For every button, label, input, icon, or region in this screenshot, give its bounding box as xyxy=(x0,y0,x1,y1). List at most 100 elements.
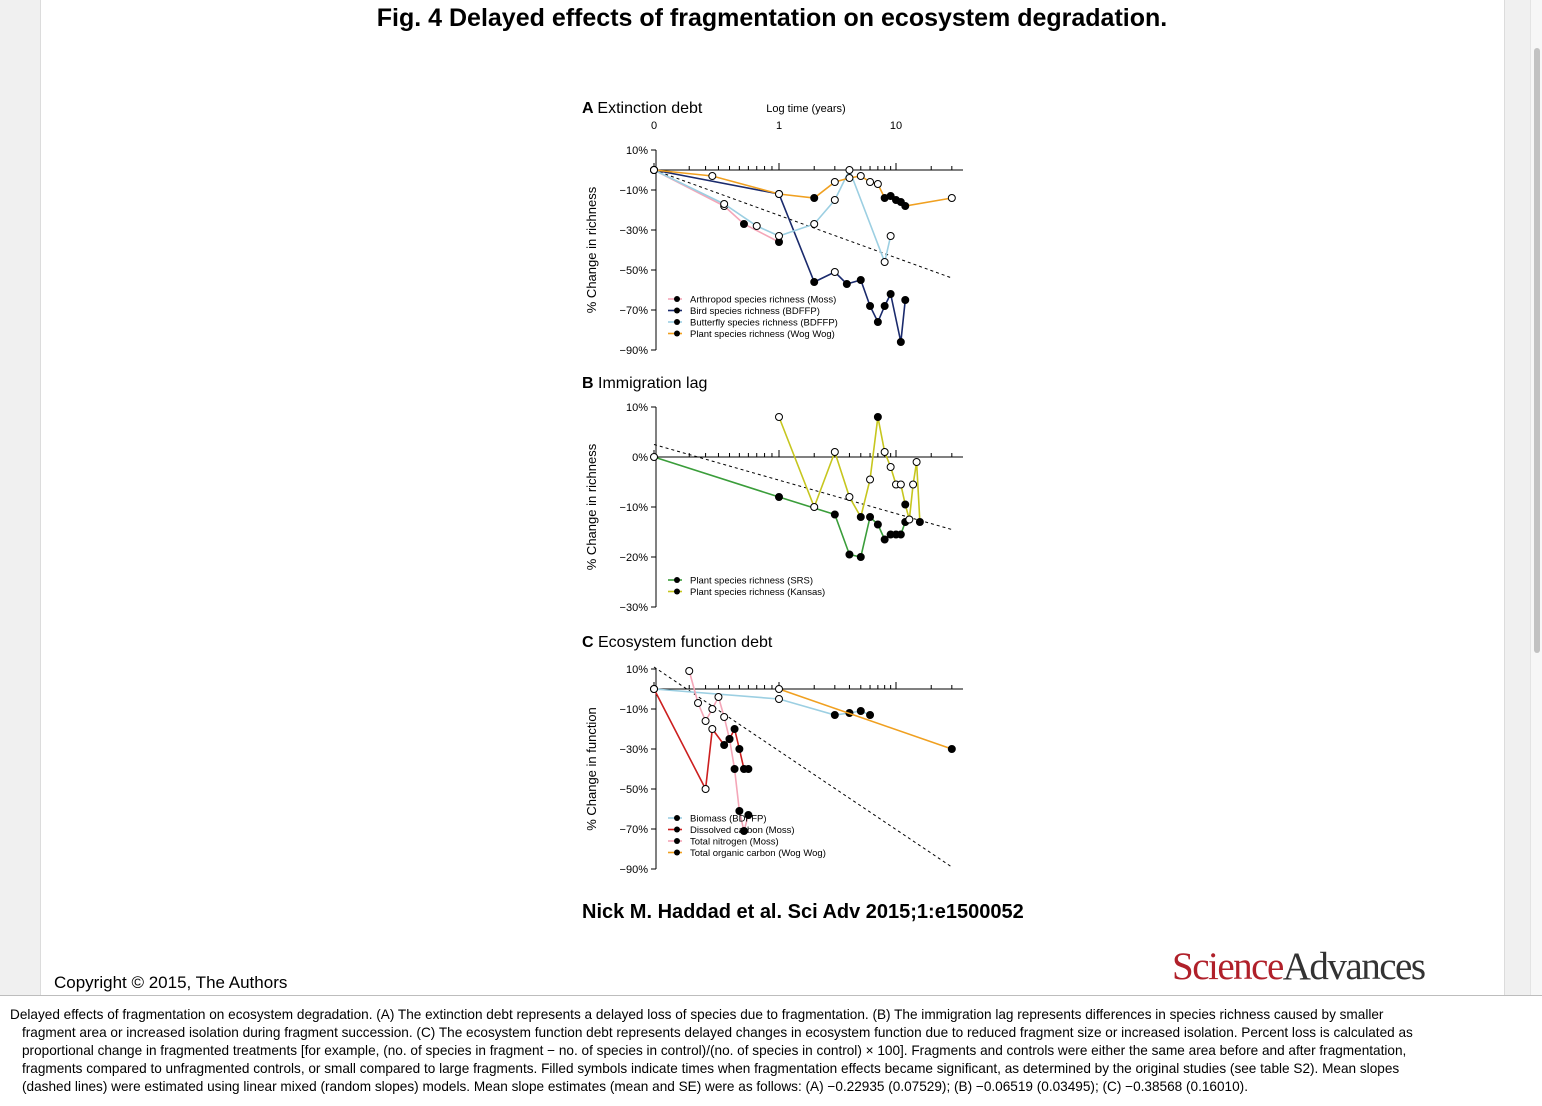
x-tick-label: 1 xyxy=(776,120,782,132)
y-tick-label: −30% xyxy=(620,225,649,237)
data-point xyxy=(886,232,895,240)
y-tick-label: −70% xyxy=(620,824,649,836)
data-point xyxy=(856,172,865,180)
data-point xyxy=(845,550,854,559)
data-point xyxy=(810,278,819,286)
y-tick-label: −90% xyxy=(620,864,649,876)
data-point xyxy=(730,765,739,773)
x-tick-label: 10 xyxy=(890,120,902,132)
data-point xyxy=(650,685,658,693)
data-point xyxy=(708,172,717,180)
data-point xyxy=(701,717,710,725)
data-point xyxy=(880,258,889,266)
data-point xyxy=(810,194,819,202)
legend-label: Total organic carbon (Wog Wog) xyxy=(690,848,826,859)
legend-marker xyxy=(674,849,680,856)
data-point xyxy=(830,711,839,719)
y-tick-label: −70% xyxy=(620,305,649,317)
series-line xyxy=(653,169,952,207)
y-axis-label: % Change in richness xyxy=(584,443,599,570)
legend-marker xyxy=(674,296,680,302)
y-axis-label: % Change in richness xyxy=(584,186,599,313)
data-point xyxy=(752,222,761,230)
data-point xyxy=(739,827,748,835)
mean-slope-line xyxy=(653,444,952,530)
data-point xyxy=(775,685,783,693)
data-point xyxy=(708,705,717,713)
data-point xyxy=(856,276,865,284)
data-point xyxy=(842,280,851,288)
panel-title: B Immigration lag xyxy=(582,375,707,392)
data-point xyxy=(830,448,839,456)
series-line xyxy=(653,169,780,243)
data-point xyxy=(901,500,910,509)
caption-line: proportional change in fragmented treatm… xyxy=(22,1043,1407,1058)
right-gutter xyxy=(1504,0,1531,995)
scrollbar-thumb[interactable] xyxy=(1534,48,1540,653)
series-line xyxy=(653,169,907,343)
panel-title: A Extinction debt xyxy=(582,100,703,117)
panel-title: C Ecosystem function debt xyxy=(582,634,773,651)
y-tick-label: −50% xyxy=(620,784,649,796)
y-tick-label: −30% xyxy=(620,602,649,614)
series-line xyxy=(778,416,921,523)
legend-label: Plant species richness (SRS) xyxy=(690,576,813,587)
caption-line: fragments compared to unfragmented contr… xyxy=(22,1061,1400,1076)
vertical-scrollbar[interactable] xyxy=(1530,0,1542,995)
legend-marker xyxy=(674,577,680,583)
data-point xyxy=(845,166,854,174)
data-point xyxy=(880,302,889,310)
y-tick-label: −50% xyxy=(620,265,649,277)
data-point xyxy=(873,180,882,188)
caption-line: fragment area or increased isolation dur… xyxy=(22,1025,1413,1040)
data-point xyxy=(775,695,783,703)
data-point xyxy=(901,296,910,304)
legend-label: Total nitrogen (Moss) xyxy=(690,837,779,848)
data-point xyxy=(775,232,783,240)
data-point xyxy=(714,693,723,701)
data-point xyxy=(730,725,739,733)
series-line xyxy=(653,167,892,265)
data-point xyxy=(739,220,748,228)
data-point xyxy=(905,515,914,524)
series-line xyxy=(778,688,953,750)
legend-label: Arthropod species richness (Moss) xyxy=(690,295,836,306)
data-point xyxy=(947,745,956,753)
legend-marker xyxy=(674,588,680,595)
data-point xyxy=(856,707,865,715)
data-point xyxy=(896,480,905,489)
data-point xyxy=(909,480,918,489)
left-gutter xyxy=(0,0,41,995)
legend-label: Plant species richness (Wog Wog) xyxy=(690,329,835,340)
data-point xyxy=(720,200,729,208)
data-point xyxy=(896,338,905,346)
x-tick-label: 0 xyxy=(651,120,657,132)
data-point xyxy=(901,202,910,210)
data-point xyxy=(701,785,710,793)
data-point xyxy=(775,190,783,198)
data-point xyxy=(735,807,744,815)
data-point xyxy=(886,463,895,471)
data-point xyxy=(830,178,839,186)
legend-marker xyxy=(674,330,680,337)
y-tick-label: −90% xyxy=(620,345,649,357)
y-tick-label: 10% xyxy=(626,145,648,157)
data-point xyxy=(866,302,875,310)
data-point xyxy=(947,194,956,202)
data-point xyxy=(720,713,729,721)
data-point xyxy=(886,192,895,200)
legend-label: Dissolved carbon (Moss) xyxy=(690,825,795,836)
legend-label: Butterfly species richness (BDFFP) xyxy=(690,318,838,329)
data-point xyxy=(866,711,875,719)
data-point xyxy=(830,268,839,276)
data-point xyxy=(856,553,865,561)
data-point xyxy=(912,458,921,466)
copyright-notice: Copyright © 2015, The Authors xyxy=(54,973,288,992)
legend-marker xyxy=(674,838,680,844)
data-point xyxy=(708,725,717,733)
y-tick-label: −20% xyxy=(620,552,649,564)
data-point xyxy=(650,166,658,174)
data-point xyxy=(896,530,905,539)
slide-title: Fig. 4 Delayed effects of fragmentation … xyxy=(376,4,1168,32)
y-tick-label: 0% xyxy=(632,452,648,464)
